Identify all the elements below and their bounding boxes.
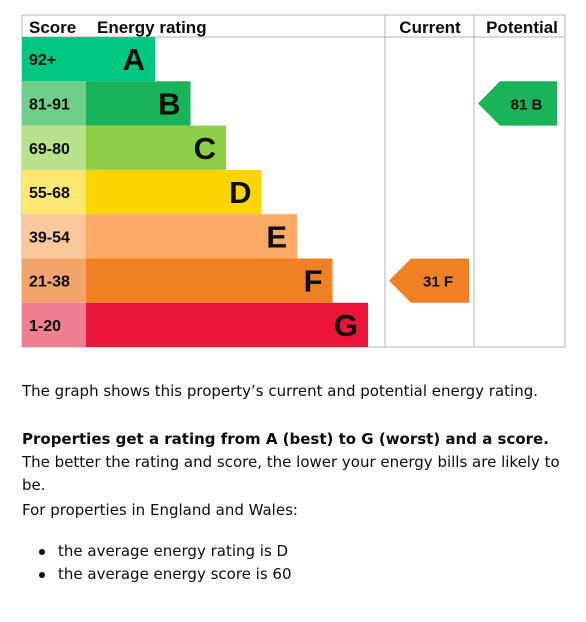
score-range-label-f: 21-38 [29, 274, 70, 291]
chart-description: The graph shows this property’s current … [22, 382, 538, 400]
score-range-cell-a [22, 37, 86, 82]
score-range-label-d: 55-68 [29, 185, 70, 202]
score-range-label-e: 39-54 [29, 229, 70, 246]
rating-bar-c [86, 125, 226, 170]
rating-explanation-bold: Properties get a rating from A (best) to… [22, 430, 549, 448]
score-range-label-c: 69-80 [29, 141, 70, 158]
header-potential: Potential [486, 18, 558, 37]
rating-bar-a [86, 37, 155, 82]
potential-rating-label: 81 B [511, 96, 543, 113]
header-score: Score [29, 18, 76, 37]
potential-rating-arrow [478, 81, 557, 126]
current-rating-arrow [389, 258, 469, 303]
rating-bar-f [86, 258, 333, 303]
rating-explanation: Properties get a rating from A (best) to… [22, 428, 567, 497]
rating-letter-g: G [334, 308, 358, 343]
rating-letter-c: C [194, 131, 216, 166]
average-rating-item: the average energy rating is D [22, 540, 292, 563]
score-range-cell-b [22, 81, 86, 126]
average-list: the average energy rating is D the avera… [22, 540, 292, 586]
rating-letter-a: A [123, 42, 145, 77]
score-range-label-g: 1-20 [29, 318, 61, 335]
score-range-cell-c [22, 125, 86, 170]
header-energy-rating: Energy rating [97, 18, 207, 37]
energy-rating-chart: Score Energy rating Current Potential 92… [21, 14, 566, 348]
rating-bar-g [86, 302, 368, 348]
score-range-label-a: 92+ [29, 52, 56, 69]
rating-letter-e: E [266, 219, 287, 254]
score-range-cell-d [22, 169, 86, 215]
current-rating-label: 31 F [423, 274, 453, 291]
rating-bands: 92+ A 81-91 B 69-80 C 55-68 D 39-54 E 21-38 F 1-20 G [22, 37, 368, 348]
average-score-item: the average energy score is 60 [22, 563, 292, 586]
region-note: For properties in England and Wales: [22, 501, 298, 519]
score-range-cell-g [22, 302, 86, 348]
rating-letter-b: B [158, 86, 180, 121]
rating-markers: 31 F 81 B [389, 81, 557, 303]
rating-bar-b [86, 81, 191, 126]
rating-bar-d [86, 169, 262, 215]
header-current: Current [399, 18, 461, 37]
score-range-cell-e [22, 214, 86, 259]
rating-bar-e [86, 214, 297, 259]
rating-letter-d: D [229, 175, 251, 210]
rating-letter-f: F [304, 264, 323, 299]
score-range-cell-f [22, 258, 86, 303]
rating-explanation-rest: The better the rating and score, the low… [22, 453, 560, 494]
score-range-label-b: 81-91 [29, 96, 70, 113]
